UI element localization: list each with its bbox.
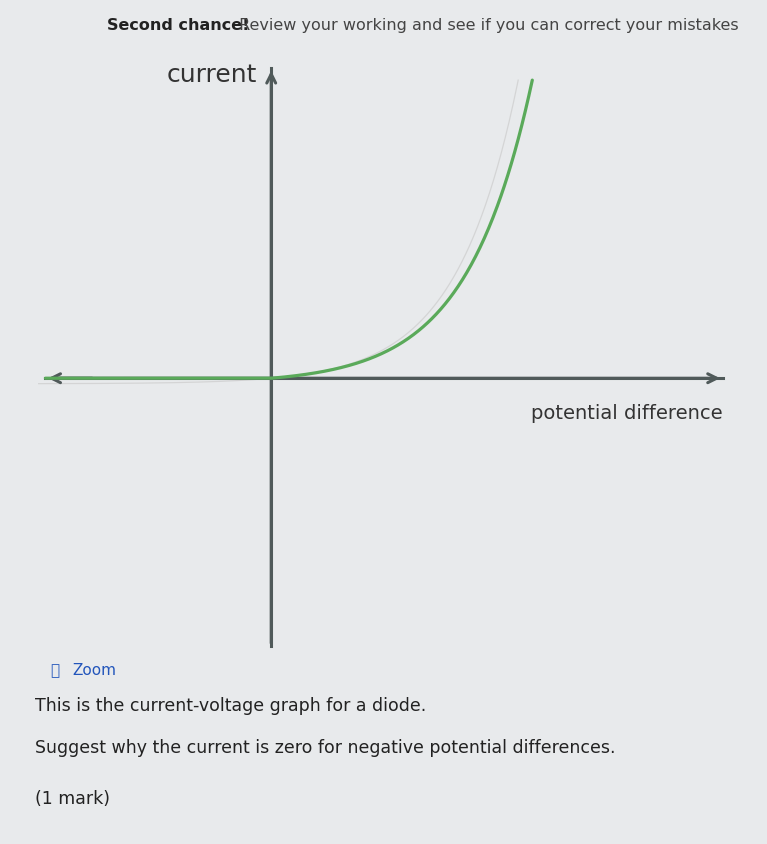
- Text: current: current: [166, 62, 257, 87]
- Text: This is the current-voltage graph for a diode.: This is the current-voltage graph for a …: [35, 696, 426, 714]
- Text: Zoom: Zoom: [73, 663, 117, 678]
- Text: Review your working and see if you can correct your mistakes: Review your working and see if you can c…: [234, 18, 739, 33]
- Text: Second chance!: Second chance!: [107, 18, 250, 33]
- Text: (1 mark): (1 mark): [35, 789, 110, 807]
- Text: Suggest why the current is zero for negative potential differences.: Suggest why the current is zero for nega…: [35, 738, 615, 756]
- Text: ⌕: ⌕: [50, 663, 59, 678]
- Text: potential difference: potential difference: [532, 403, 723, 422]
